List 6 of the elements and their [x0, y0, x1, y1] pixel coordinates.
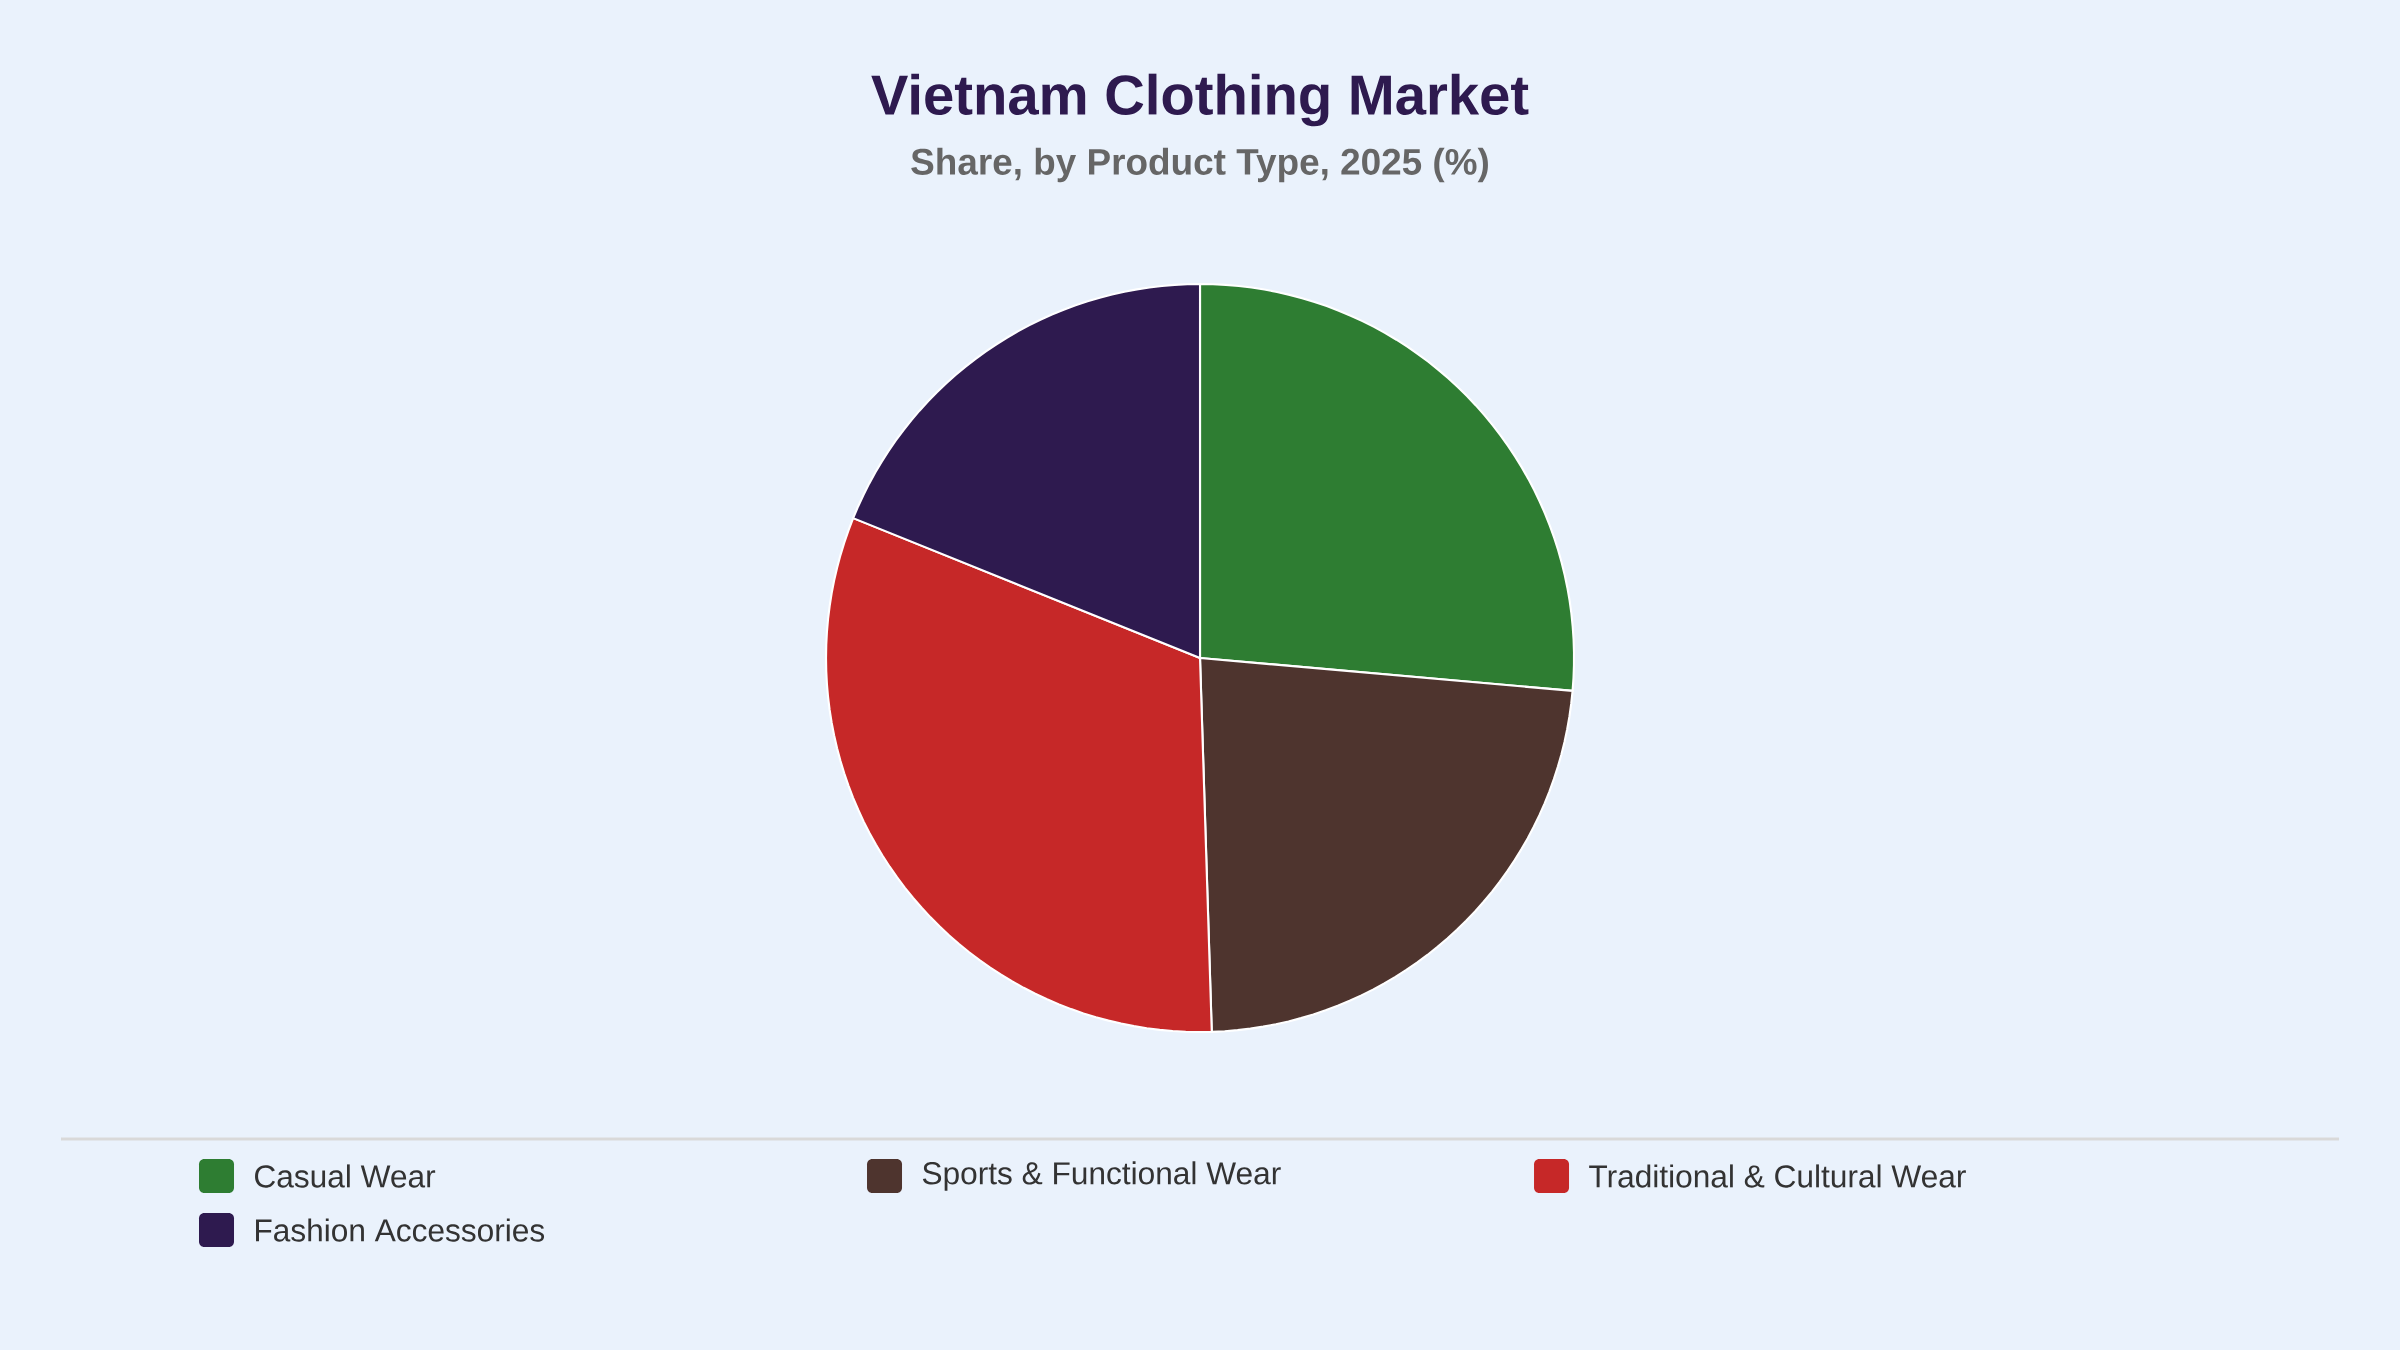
legend-label: Casual Wear — [255, 1164, 436, 1188]
chart-title: Vietnam Clothing Market — [871, 73, 1529, 127]
legend-label: Traditional & Cultural Wear — [1589, 1164, 1966, 1188]
chart-subtitle: Share, by Product Type, 2025 (%) — [911, 147, 1488, 183]
legend-label: Fashion Accessories — [256, 1218, 545, 1242]
legend-label: Sports & Functional Wear — [922, 1161, 1281, 1191]
